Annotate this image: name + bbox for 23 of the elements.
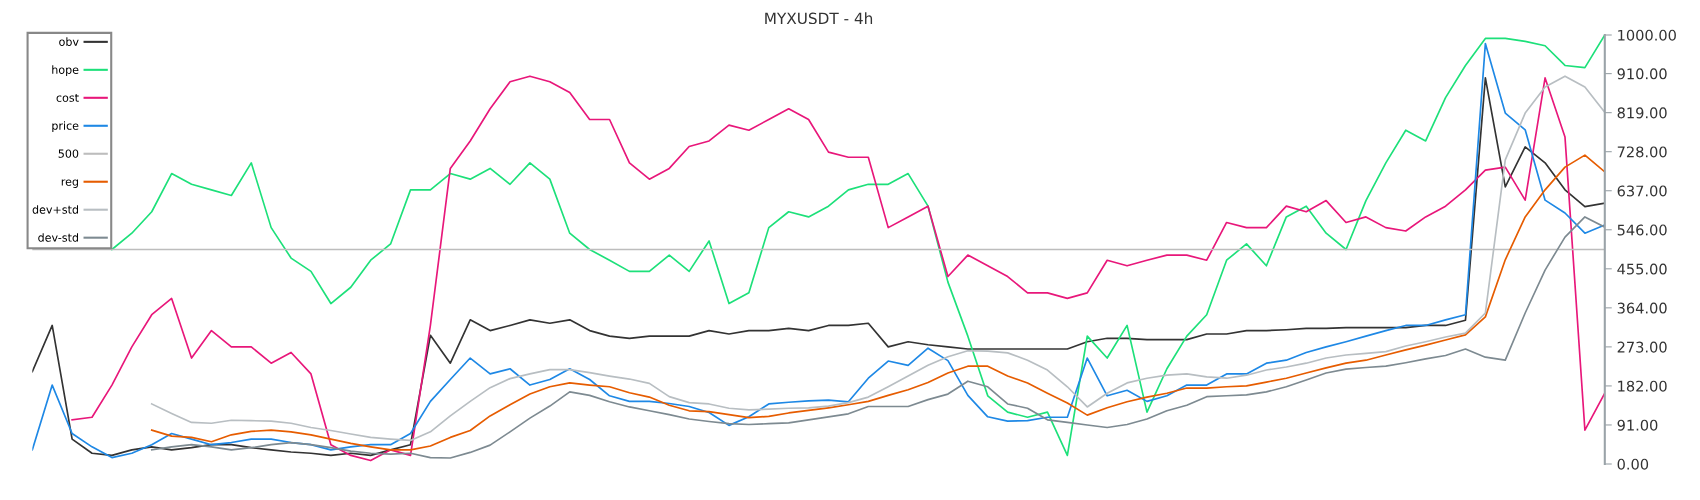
y-tick-label: 182.00 — [1618, 380, 1667, 392]
y-tick-label: 1000.00 — [1618, 29, 1676, 41]
y-tick-label: 0.00 — [1617, 458, 1649, 470]
legend-label: dev-std — [38, 233, 78, 242]
legend-label: hope — [52, 65, 79, 77]
line-series — [150, 216, 1605, 459]
chart-title: MYXUSDT - 4h — [765, 12, 873, 25]
legend-label: price — [52, 121, 79, 132]
y-tick-label: 637.00 — [1617, 185, 1667, 197]
y-tick-label: 273.00 — [1617, 341, 1667, 353]
y-tick-label: 364.00 — [1617, 302, 1667, 314]
y-tick-label: 546.00 — [1617, 224, 1667, 236]
y-tick-label: 728.00 — [1617, 146, 1667, 158]
line-series — [150, 154, 1605, 451]
y-tick-label: 910.00 — [1617, 68, 1667, 80]
y-tick-label: 91.00 — [1617, 419, 1658, 431]
legend-label: 500 — [58, 149, 79, 158]
y-tick-label: 455.00 — [1617, 263, 1667, 275]
legend-label: obv — [59, 37, 79, 46]
y-tick-label: 819.00 — [1617, 107, 1667, 119]
legend-label: dev+std — [32, 205, 78, 214]
legend-label: cost — [56, 93, 79, 102]
legend-label: reg — [61, 179, 78, 188]
